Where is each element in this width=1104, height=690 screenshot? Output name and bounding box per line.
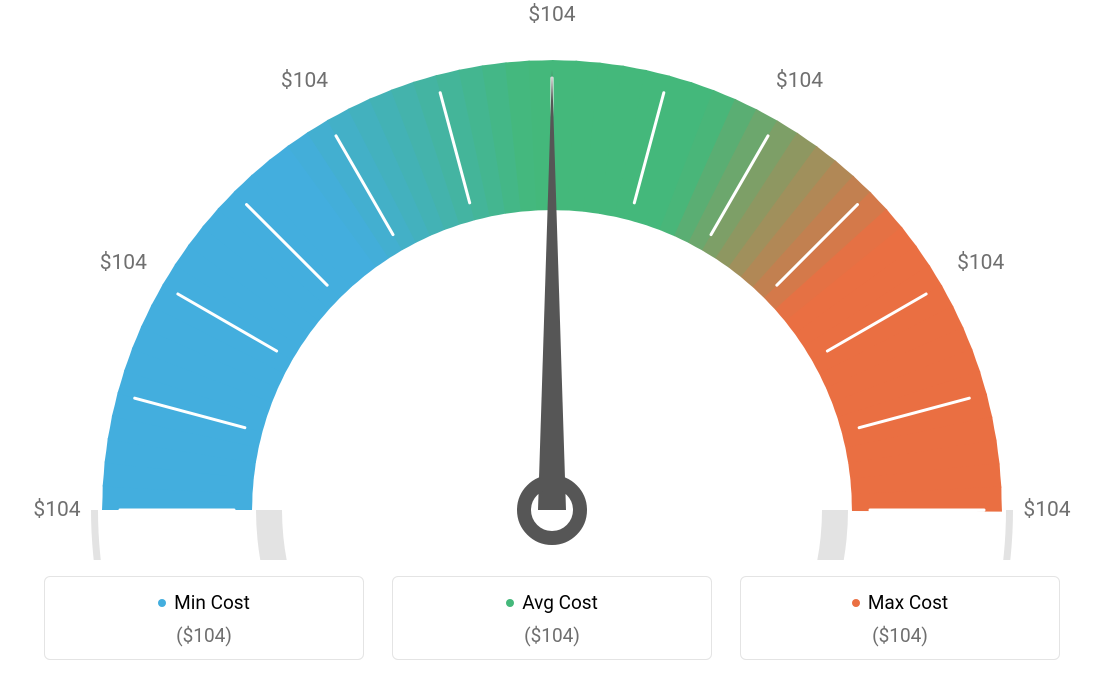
gauge-tick-label: $104 <box>776 69 823 93</box>
legend-avg-dot <box>506 599 514 607</box>
legend-max-value: ($104) <box>751 624 1049 647</box>
gauge-chart: $104 $104 $104 $104 $104 $104 $104 <box>0 0 1104 560</box>
legend-max-title: Max Cost <box>852 591 948 614</box>
gauge-tick-label: $104 <box>281 69 328 93</box>
legend-min-dot <box>158 599 166 607</box>
legend-avg-label: Avg Cost <box>522 591 598 614</box>
legend-max-label: Max Cost <box>868 591 948 614</box>
chart-container: $104 $104 $104 $104 $104 $104 $104 Min Cost ($… <box>0 0 1104 690</box>
gauge-tick-label: $104 <box>100 251 147 275</box>
legend-row: Min Cost ($104) Avg Cost ($104) Max Cost… <box>40 576 1064 660</box>
legend-min-value: ($104) <box>55 624 353 647</box>
gauge-tick-label: $104 <box>528 3 575 27</box>
legend-min-title: Min Cost <box>158 591 250 614</box>
legend-max: Max Cost ($104) <box>740 576 1060 660</box>
gauge-tick-label: $104 <box>33 498 80 522</box>
legend-avg-value: ($104) <box>403 624 701 647</box>
legend-avg-title: Avg Cost <box>506 591 598 614</box>
gauge-tick-label: $104 <box>1023 498 1070 522</box>
gauge-svg <box>0 0 1104 560</box>
legend-min-label: Min Cost <box>174 591 250 614</box>
legend-min: Min Cost ($104) <box>44 576 364 660</box>
legend-max-dot <box>852 599 860 607</box>
gauge-tick-label: $104 <box>957 251 1004 275</box>
legend-avg: Avg Cost ($104) <box>392 576 712 660</box>
